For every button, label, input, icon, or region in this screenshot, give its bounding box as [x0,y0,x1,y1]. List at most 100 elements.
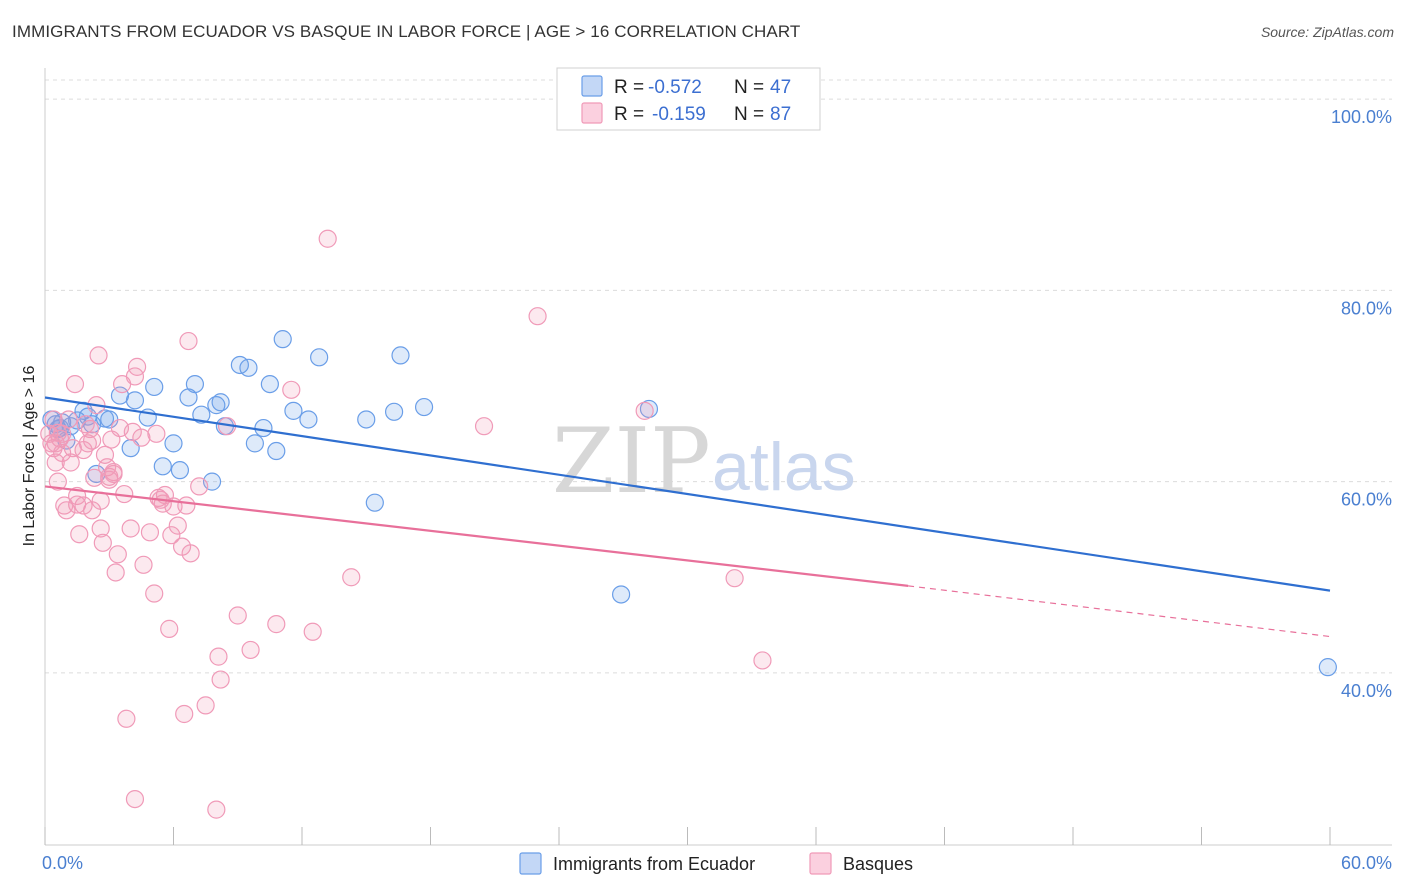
basque-point [162,526,181,545]
legend-swatch-basque [581,102,603,124]
x-tick-label: 0.0% [42,853,83,873]
ecuador-point [185,374,205,394]
basque-point [209,647,228,666]
basque-point [168,516,187,535]
basque-point [108,545,127,564]
basque-point [106,563,125,582]
basque-point [474,417,494,436]
trend-lines [44,396,1331,638]
ecuador-point [245,434,264,453]
basque-point [65,374,85,394]
basque-point [228,606,247,625]
ecuador-point [384,402,404,421]
ecuador-point [284,401,303,420]
y-tick-label: 100.0% [1331,107,1392,127]
basque-point [196,696,215,715]
ecuador-point [299,410,318,429]
bottom-legend-swatch-basque [809,852,832,875]
ecuador-point [273,330,292,349]
basque-point [175,704,194,724]
y-tick-label: 60.0% [1341,490,1392,510]
basque-point [123,422,142,441]
ecuador-point [164,434,183,453]
basque-point [179,331,198,351]
ecuador-point [153,457,172,476]
ecuador-point [357,410,376,429]
watermark-zip: ZIP [552,409,711,514]
basque-point [83,431,102,450]
basque-point [211,670,230,689]
legend-n-value-1: 47 [770,77,791,98]
basque-point [207,800,226,819]
y-tick-label: 40.0% [1341,681,1392,701]
source-label: Source: ZipAtlas.com [1260,24,1394,40]
basque-point [91,491,110,510]
basque-point [160,619,179,638]
basque-point [63,439,82,458]
basque-point [140,523,160,542]
legend-swatch-ecuador [581,75,603,97]
basque-point [725,569,744,588]
ecuador-point [391,346,410,365]
basque-point [76,415,95,434]
legend-n-label-1: N = [734,77,764,98]
basque-point [181,544,200,563]
basque-point [44,410,63,429]
legend-r-value-2: -0.159 [652,104,706,125]
basque-point [147,424,166,443]
legend-r-label-2: R = [614,104,644,125]
basque-point [117,709,136,728]
basque-point [177,496,196,515]
ecuador-point [145,377,164,397]
bottom-legend-label-ecuador: Immigrants from Ecuador [553,854,755,874]
basque-point [753,651,772,670]
basque-point [125,789,145,809]
legend-r-label-1: R = [614,77,644,98]
basque-point [342,568,361,587]
basque-point [282,380,301,399]
ecuador-point [267,441,286,461]
ecuador-trend-line [44,396,1331,592]
series-ecuador-points [42,330,1337,677]
basque-point [48,472,67,491]
basque-point [46,453,65,472]
ecuador-point [192,405,211,424]
axes [44,68,1392,846]
y-tick-label: 80.0% [1341,298,1392,318]
watermark-atlas: atlas [712,429,856,505]
basque-point [267,615,286,634]
bottom-legend-swatch-ecuador [519,852,542,875]
x-tick-label: 60.0% [1341,853,1392,873]
stats-legend: R = -0.572 N = 47 R = -0.159 N = 87 [556,67,821,131]
basque-point [70,525,89,544]
ecuador-point [310,348,329,367]
ecuador-point [414,397,434,417]
basque-point [53,443,72,463]
basque-point [104,464,123,484]
basque-point [57,501,76,520]
watermark: ZIP atlas [552,409,856,514]
ecuador-point [365,493,384,512]
basque-point [91,519,110,538]
basque-point [85,468,104,487]
basque-point [89,346,108,365]
legend-r-value-1: -0.572 [648,77,702,98]
ecuador-point [612,585,631,604]
basque-point [68,495,87,514]
ecuador-point [1318,658,1337,677]
series-legend: Immigrants from Ecuador Basques [519,852,913,875]
ecuador-point [170,461,190,480]
series-basque-points [40,229,772,819]
basque-point [48,423,67,442]
basque-point [74,496,93,515]
basque-point [134,555,153,574]
basque-point [93,533,112,552]
y-axis-label: In Labor Force | Age > 16 [21,366,38,547]
basque-trend-line [44,485,909,587]
basque-point [59,410,78,429]
bottom-legend-label-basque: Basques [843,854,913,874]
tick-labels: 40.0% 60.0% 80.0% 100.0% 0.0% 60.0% [42,107,1392,873]
basque-point [127,357,147,376]
legend-n-label-2: N = [734,104,764,125]
